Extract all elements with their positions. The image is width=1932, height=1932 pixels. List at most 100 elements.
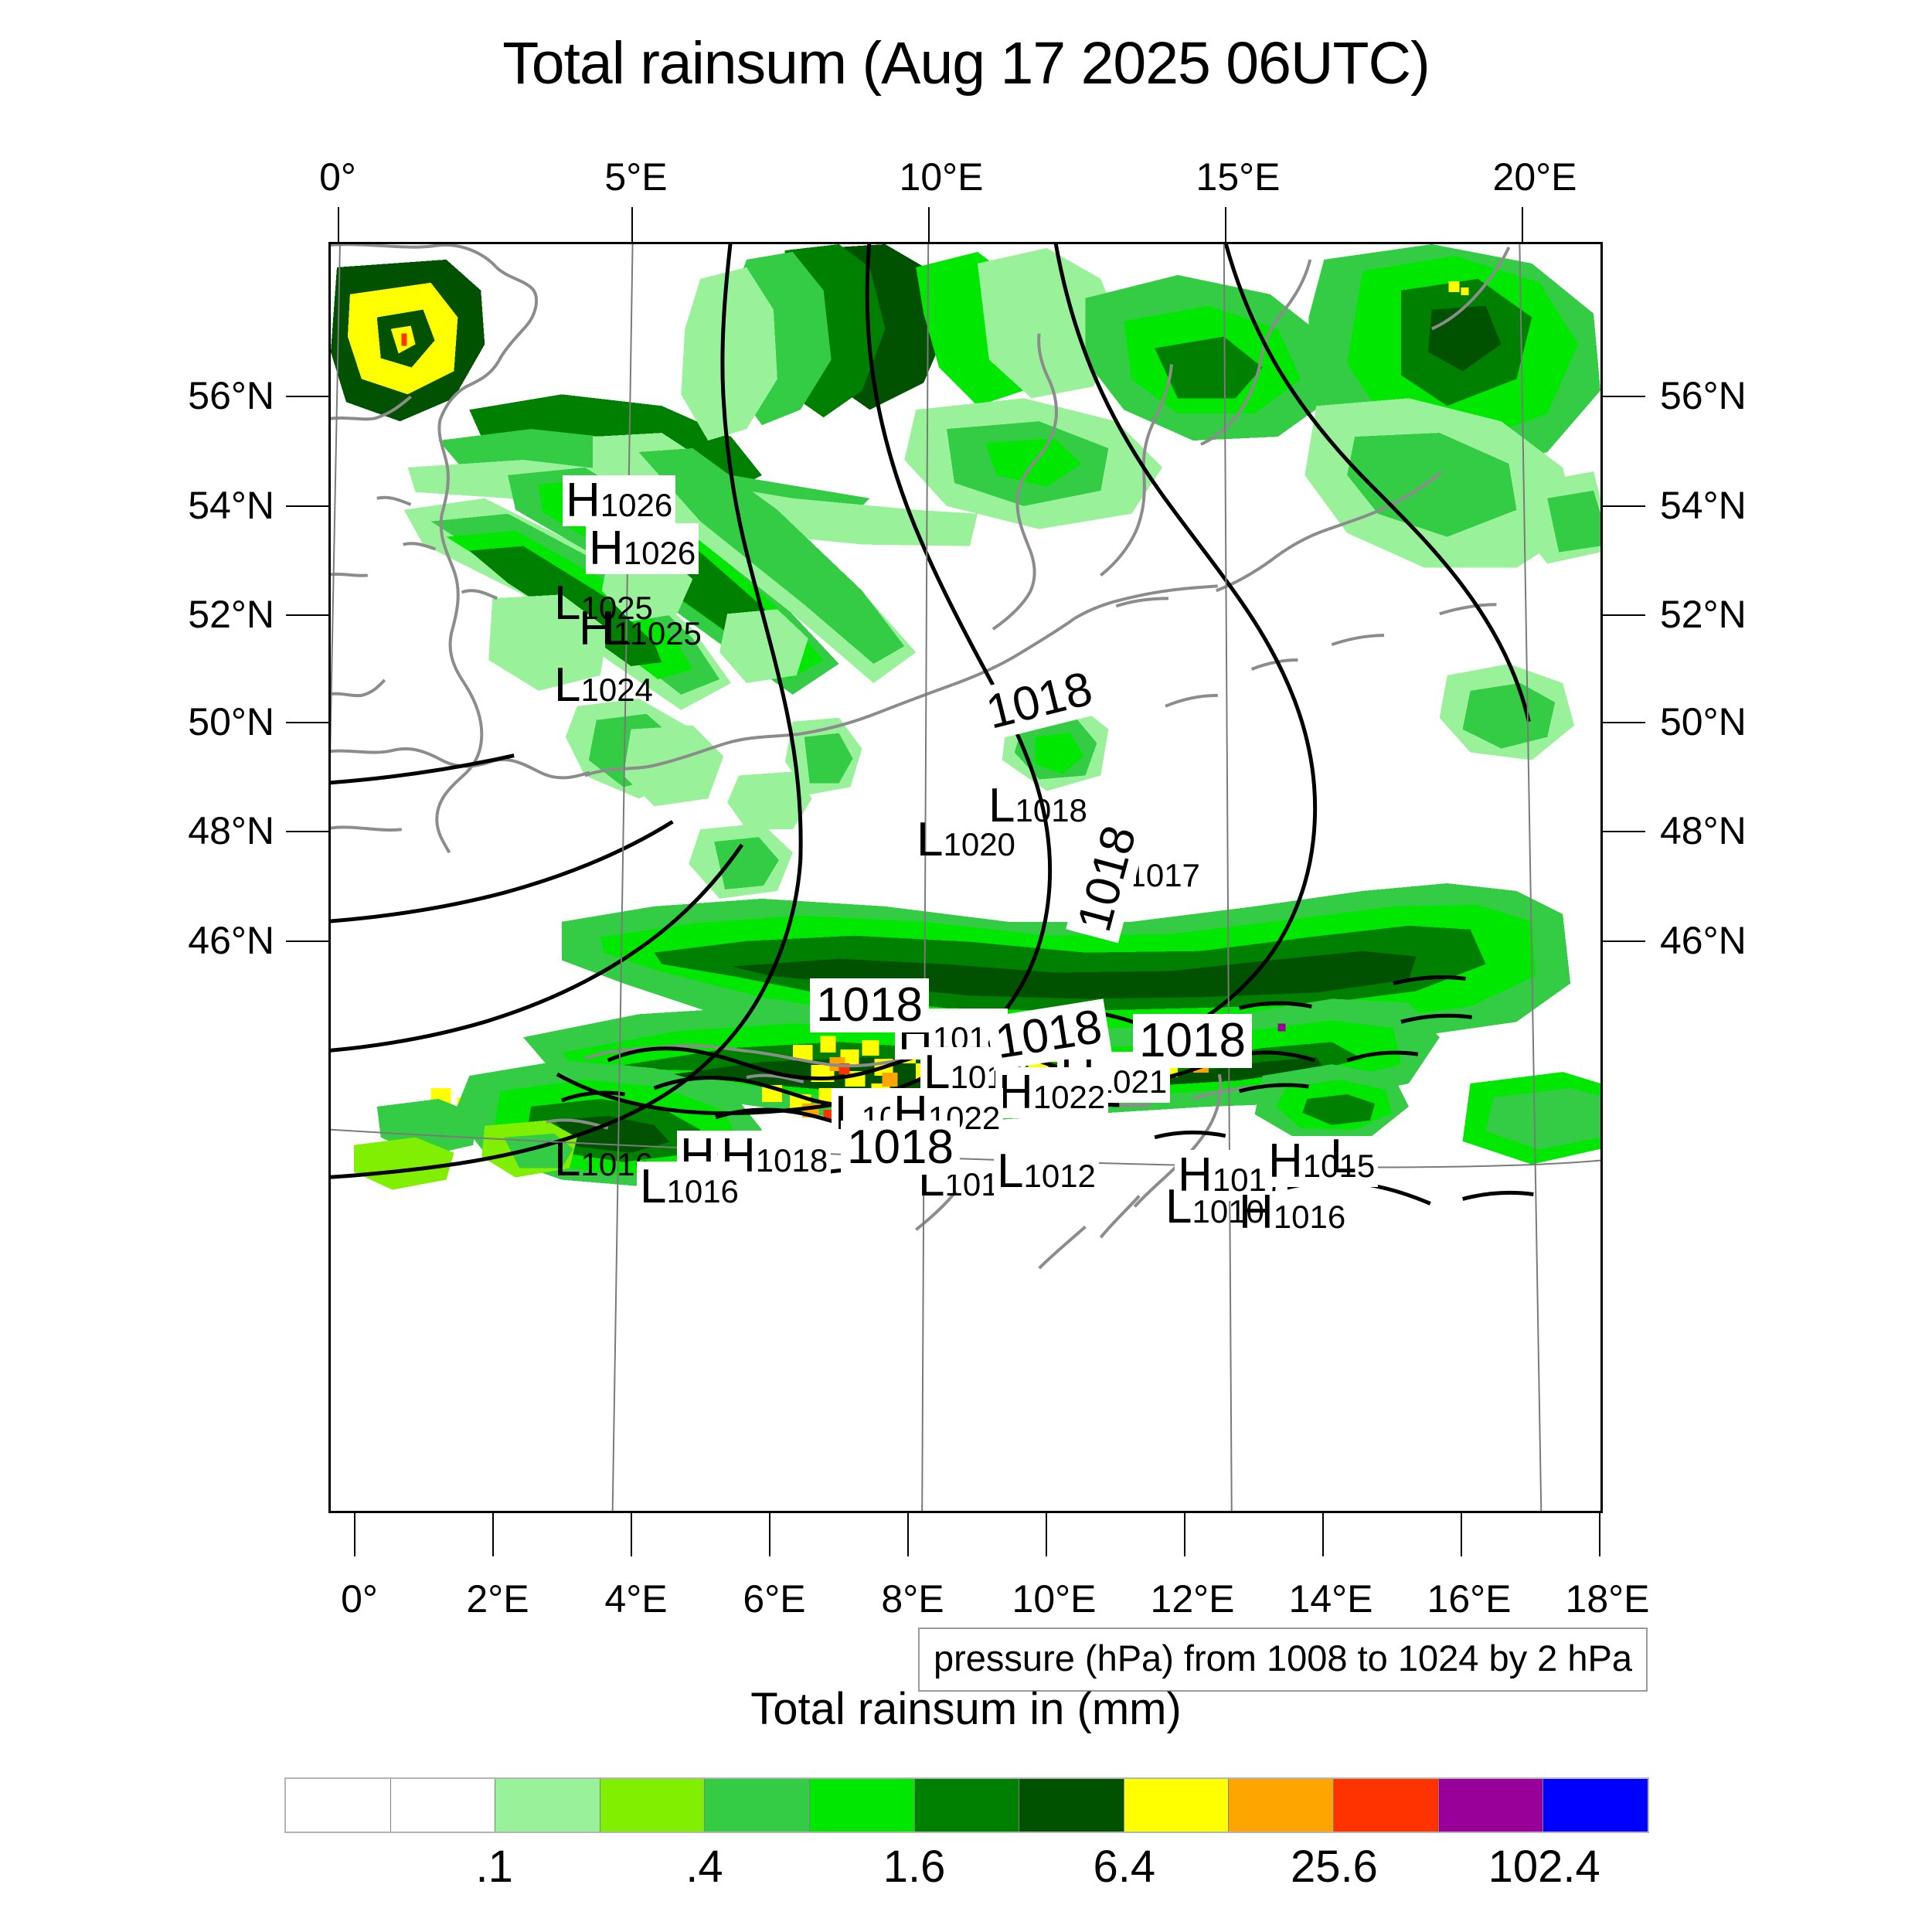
bottom-tick-8 [1461,1513,1462,1556]
colorbar-swatch-2[interactable] [495,1779,600,1832]
top-axis-label-2: 10°E [899,155,984,199]
colorbar-tick-2: 1.6 [883,1842,946,1892]
extremum-l-1025-a: L1025 [554,577,653,630]
extremum-h-1022-a: H1022 [995,1067,1109,1118]
bottom-axis-label-5: 10°E [1012,1577,1097,1621]
bottom-tick-0 [354,1513,355,1556]
contour-label-1018-c: 1018 [810,978,929,1032]
bottom-axis-label-9: 18°E [1565,1577,1650,1621]
coastline-layer [331,244,1511,1270]
extremum-l-1012-b: L1012 [994,1146,1099,1197]
top-tick-0 [338,207,339,242]
contour-label-1018-f: 1018 [841,1121,960,1175]
top-tick-1 [631,207,633,242]
top-axis-label-4: 20°E [1492,155,1577,199]
colorbar-swatch-9[interactable] [1229,1779,1335,1832]
top-tick-2 [928,207,930,242]
colorbar-tick-1: .4 [685,1842,723,1892]
colorbar-swatch-1[interactable] [390,1779,496,1832]
left-axis-label-3: 50°N [188,700,274,743]
colorbar-tick-0: .1 [475,1842,513,1892]
bottom-tick-5 [1046,1513,1047,1556]
right-tick-4 [1603,831,1645,832]
bottom-tick-1 [492,1513,494,1556]
extremum-h-1015: H1015 [1265,1136,1379,1187]
extremum-l-1025-b: L1025 [603,602,702,655]
top-tick-3 [1225,207,1226,242]
extremum-l-1018: L1018 [988,779,1087,832]
top-axis-label-3: 15°E [1196,155,1281,199]
extremum-h-1016: H1016 [1239,1185,1346,1239]
colorbar[interactable] [284,1777,1649,1833]
extremum-h-1026-b: H1026 [586,523,699,574]
bottom-axis-label-3: 6°E [743,1577,806,1621]
bottom-axis-label-4: 8°E [881,1577,944,1621]
right-axis-label-1: 54°N [1660,484,1747,527]
colorbar-swatch-0[interactable] [286,1779,391,1832]
left-tick-5 [286,940,328,942]
bottom-tick-2 [631,1513,632,1556]
colorbar-tick-4: 25.6 [1291,1842,1378,1892]
top-axis-label-1: 5°E [604,155,668,199]
left-tick-2 [286,614,328,616]
bottom-axis-label-8: 16°E [1427,1577,1512,1621]
bottom-tick-9 [1599,1513,1600,1556]
bottom-axis-label-2: 4°E [604,1577,668,1621]
right-axis-label-3: 50°N [1660,700,1747,743]
map-plot-area[interactable]: H1026 H1026 L1025 H1 L1025 L1024 L1018 L… [328,242,1603,1513]
colorbar-swatch-5[interactable] [810,1779,915,1832]
bottom-tick-3 [769,1513,770,1556]
right-tick-3 [1603,722,1645,723]
left-axis-label-0: 56°N [188,374,274,417]
colorbar-tick-5: 102.4 [1488,1842,1600,1892]
bottom-axis-label-0: 0° [341,1577,378,1621]
colorbar-swatch-12[interactable] [1543,1779,1648,1832]
left-tick-1 [286,505,328,507]
extremum-l-edge: L [1330,1130,1357,1183]
bottom-tick-6 [1184,1513,1185,1556]
bottom-tick-4 [907,1513,909,1556]
left-tick-3 [286,722,328,723]
right-tick-2 [1603,614,1645,616]
extremum-h-1026-a: H1026 [563,475,676,526]
pressure-legend-box: pressure (hPa) from 1008 to 1024 by 2 hP… [918,1628,1648,1692]
top-axis-label-0: 0° [319,155,356,199]
left-axis-label-5: 46°N [188,919,274,962]
graticule-layer [331,244,1600,1511]
bottom-axis-label-7: 14°E [1288,1577,1373,1621]
extremum-l-1010: L1010 [1165,1180,1264,1233]
colorbar-swatch-4[interactable] [705,1779,811,1832]
map-canvas [331,244,1600,1511]
colorbar-title: Total rainsum in (mm) [750,1684,1182,1734]
colorbar-swatch-11[interactable] [1438,1779,1544,1832]
left-axis-label-2: 52°N [188,593,274,636]
right-axis-label-5: 46°N [1660,919,1747,962]
right-axis-label-4: 48°N [1660,809,1747,852]
right-tick-1 [1603,505,1645,507]
colorbar-swatch-7[interactable] [1019,1779,1124,1832]
right-tick-0 [1603,396,1645,397]
page-title: Total rainsum (Aug 17 2025 06UTC) [502,30,1430,97]
extremum-h-1018-b: H1018 [718,1131,832,1182]
colorbar-swatch-8[interactable] [1124,1779,1230,1832]
extremum-l-1020: L1020 [917,813,1015,866]
bottom-axis-label-1: 2°E [466,1577,529,1621]
top-tick-4 [1522,207,1523,242]
bottom-axis-label-6: 12°E [1150,1577,1235,1621]
extremum-h-1: H1 [579,602,632,655]
left-tick-4 [286,831,328,832]
right-axis-label-2: 52°N [1660,593,1747,636]
left-axis-label-1: 54°N [188,484,274,527]
colorbar-swatch-6[interactable] [914,1779,1020,1832]
extremum-l-1024: L1024 [554,658,653,712]
colorbar-tick-3: 6.4 [1093,1842,1156,1892]
contour-label-1018-e: 1018 [1133,1014,1252,1068]
colorbar-swatch-3[interactable] [600,1779,706,1832]
colorbar-swatch-10[interactable] [1334,1779,1439,1832]
colorbar-tick-labels: .1 .4 1.6 6.4 25.6 102.4 [284,1841,1649,1910]
extremum-l-1016-c: L1016 [637,1162,742,1213]
left-axis-label-4: 48°N [188,809,274,852]
bottom-tick-7 [1322,1513,1324,1556]
right-tick-5 [1603,940,1645,942]
left-tick-0 [286,396,328,397]
